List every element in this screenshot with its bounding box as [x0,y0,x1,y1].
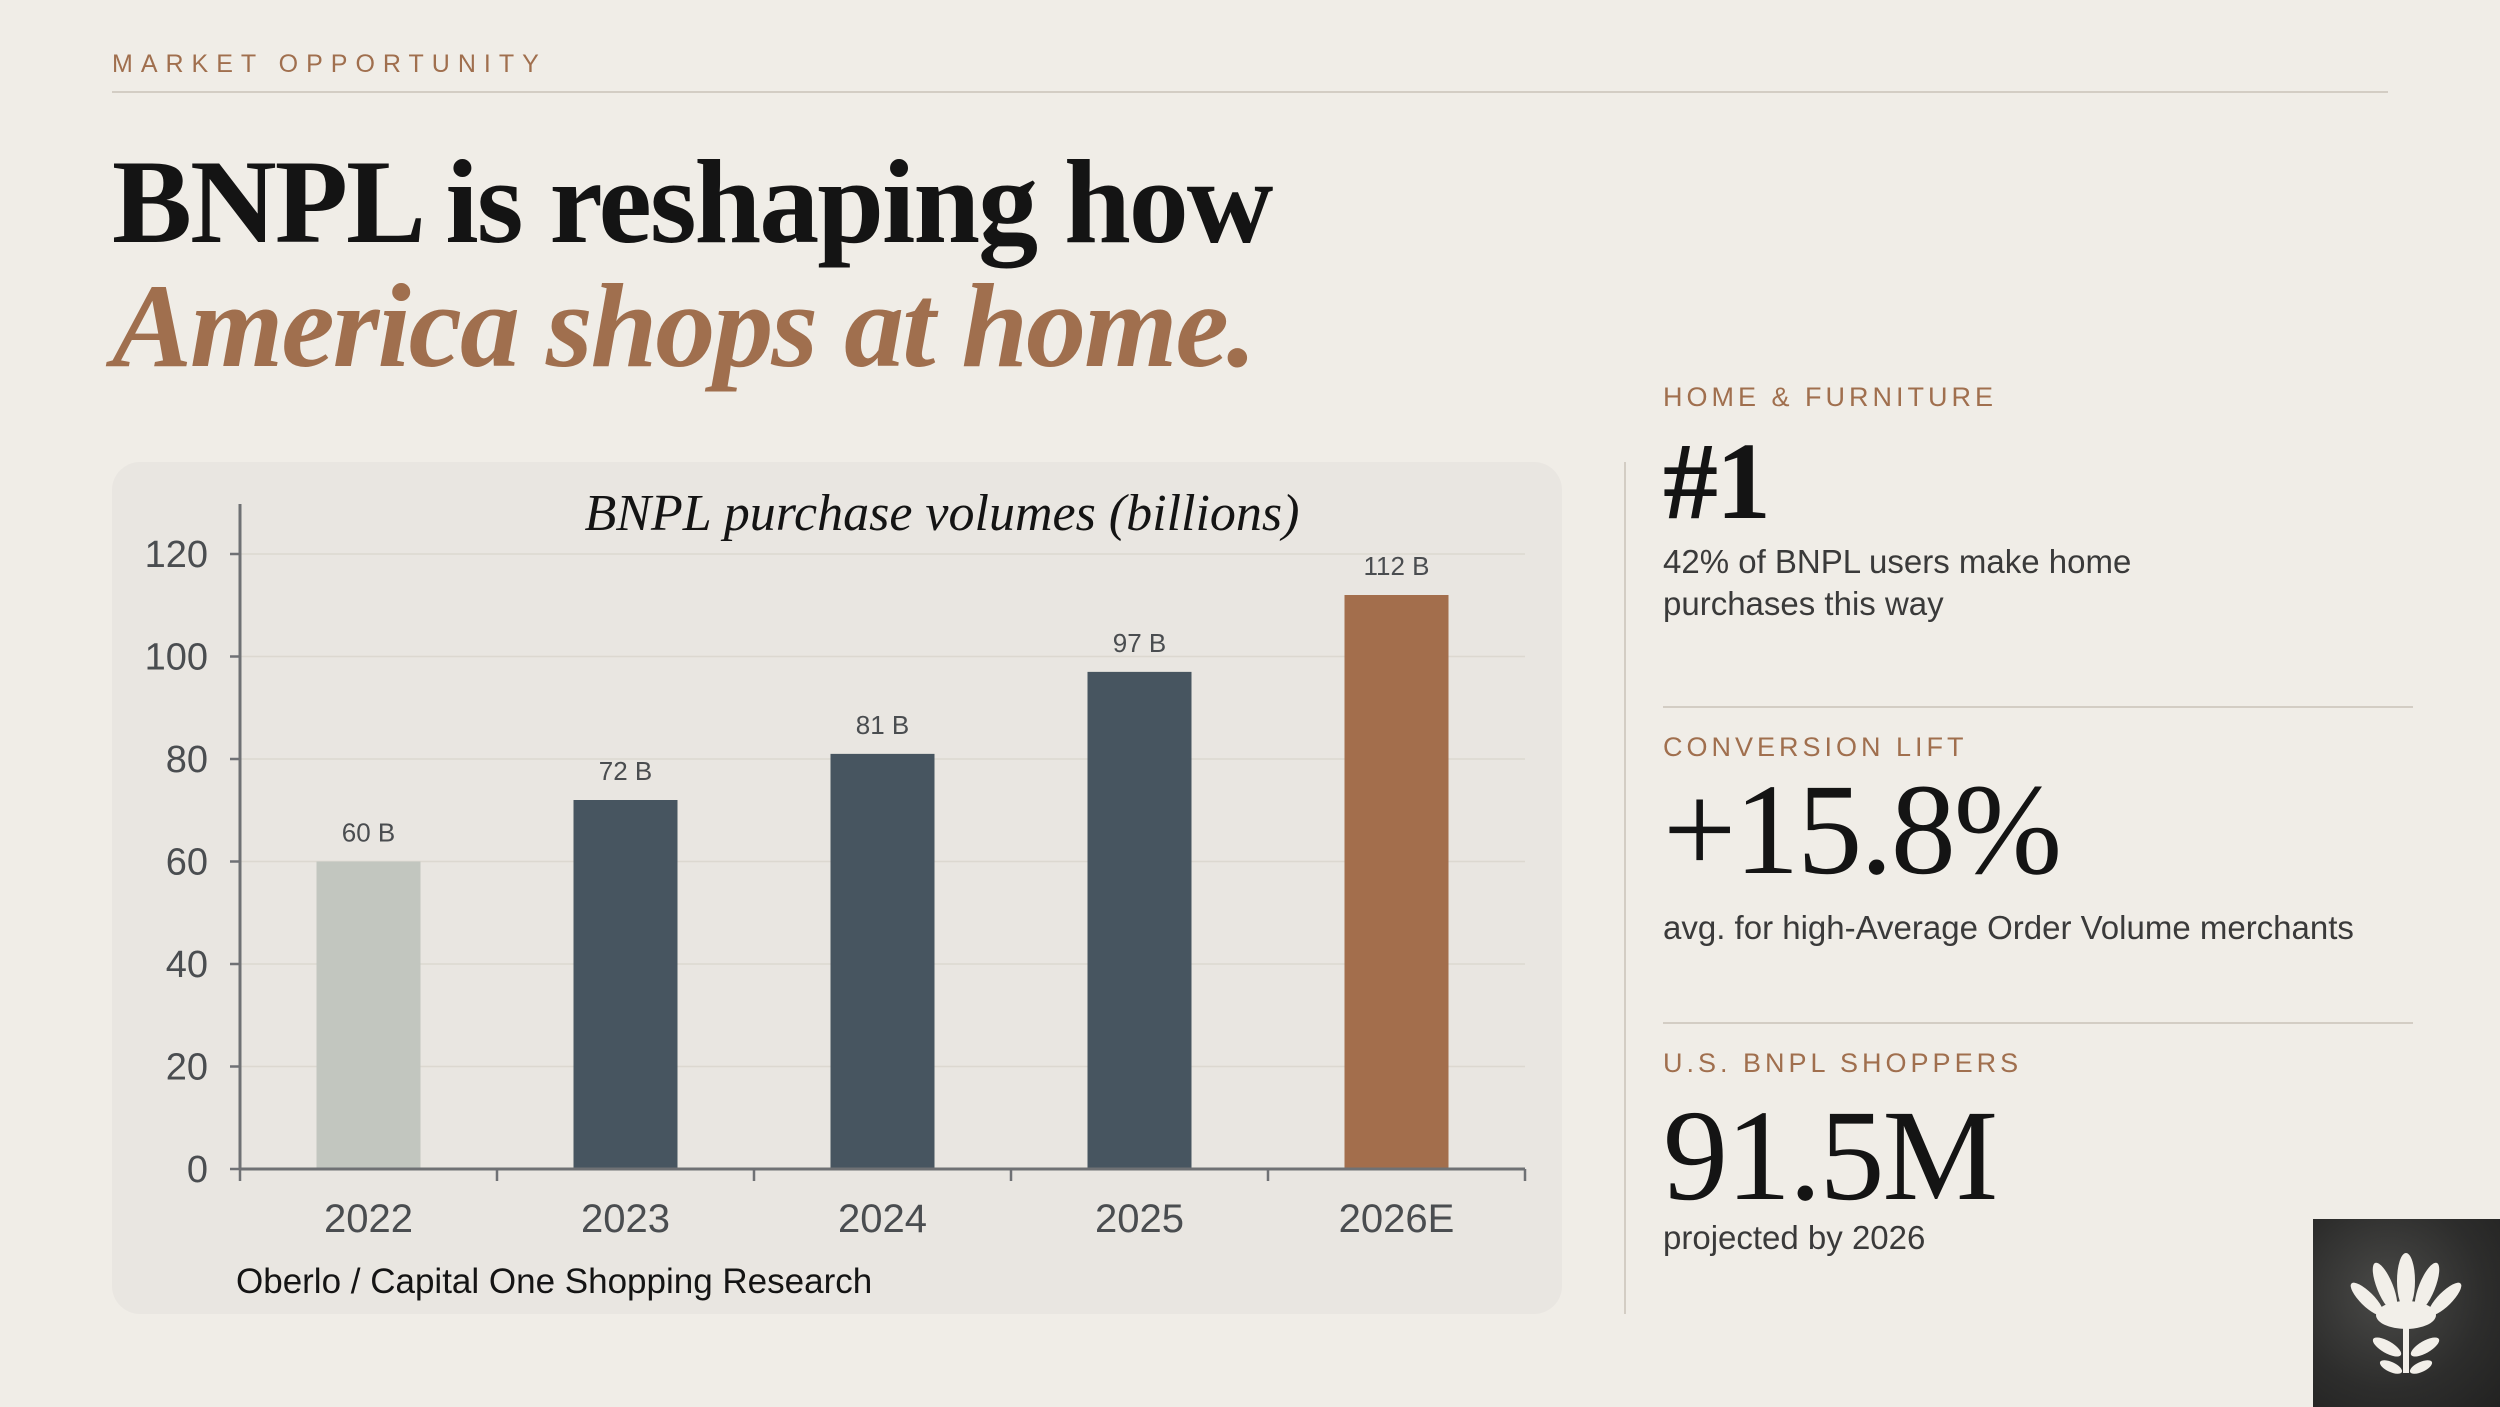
headline-line-2: America shops at home. [112,259,1257,392]
y-tick-label: 60 [166,842,208,884]
column-divider [1624,462,1626,1314]
chart-title: BNPL purchase volumes (billions) [585,485,1300,542]
stat-description: projected by 2026 [1663,1219,1926,1256]
x-tick-label: 2023 [581,1197,670,1241]
y-tick-label: 120 [145,534,208,576]
bar-2022 [316,861,421,1169]
stat-conversion-lift: CONVERSION LIFT +15.8% avg. for high-Ave… [1663,732,2413,949]
stat-value: +15.8% [1663,758,2062,902]
stat-divider [1663,706,2413,708]
page-headline: BNPL is reshaping how America shops at h… [112,140,1273,392]
bar-chart: BNPL purchase volumes (billions) 60 B 72 … [145,485,1527,1241]
bar-2024 [830,753,935,1169]
bar-data-label: 60 B [342,818,396,848]
x-tick-label: 2024 [838,1197,927,1241]
stat-us-shoppers: U.S. BNPL SHOPPERS 91.5M projected by 20… [1663,1048,2413,1259]
header-divider [112,91,2388,93]
brand-logo [2313,1219,2500,1407]
y-tick-label: 100 [145,637,208,679]
stat-home-furniture: HOME & FURNITURE #1 42% of BNPL users ma… [1663,382,2413,625]
section-eyebrow: MARKET OPPORTUNITY [112,50,547,78]
y-tick-label: 40 [166,944,208,986]
stat-description: avg. for high-Average Order Volume merch… [1663,909,2354,946]
bar-data-label: 72 B [599,756,653,786]
bar-data-label: 81 B [856,710,910,740]
stat-divider [1663,1022,2413,1024]
stat-value: 91.5M [1663,1084,1998,1228]
stat-label: HOME & FURNITURE [1663,382,1997,412]
stat-label: CONVERSION LIFT [1663,732,1968,762]
x-tick-label: 2025 [1095,1197,1184,1241]
y-tick-label: 80 [166,739,208,781]
chart-source: Oberlo / Capital One Shopping Research [236,1262,873,1301]
x-tick-label: 2026E [1339,1197,1455,1241]
stat-value: #1 [1663,420,1771,542]
x-tick-label: 2022 [324,1197,413,1241]
bar-2026e [1344,595,1449,1169]
bar-2023 [573,800,678,1169]
headline-line-1: BNPL is reshaping how [112,135,1273,268]
bar-data-label: 97 B [1113,628,1167,658]
stat-label: U.S. BNPL SHOPPERS [1663,1048,2023,1078]
protea-flower-icon [2350,1253,2462,1374]
y-tick-label: 20 [166,1047,208,1089]
bar-data-label: 112 B [1363,551,1429,581]
chart-card: BNPL purchase volumes (billions) 60 B 72 … [112,462,1562,1314]
bar-2025 [1087,671,1192,1169]
y-tick-label: 0 [187,1149,208,1191]
stat-description: 42% of BNPL users make home purchases th… [1663,543,2132,622]
